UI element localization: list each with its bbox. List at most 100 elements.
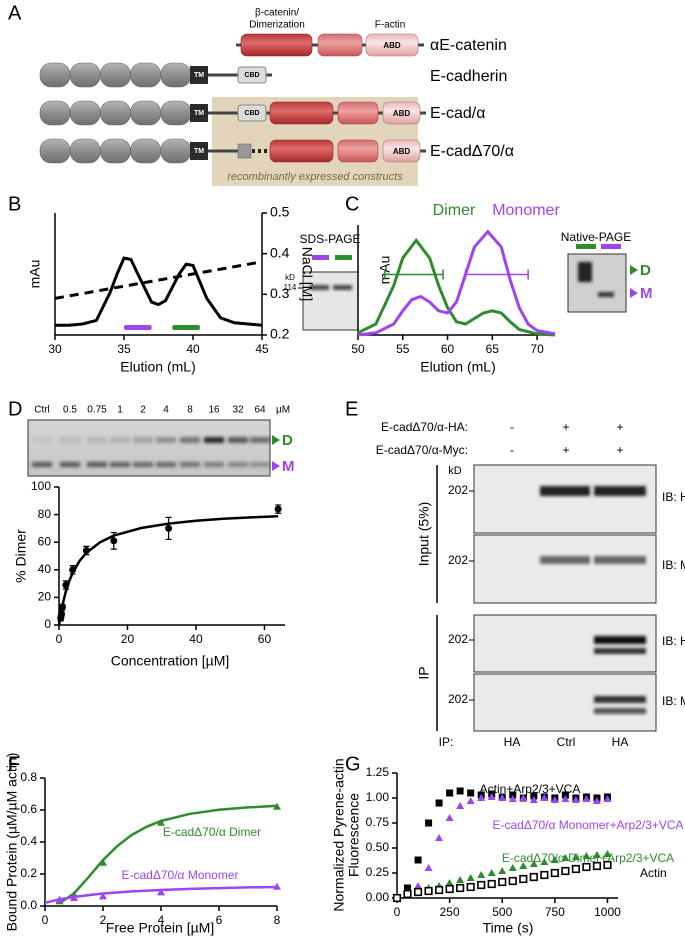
x-tick-label: 250 [440,905,460,919]
point [466,797,475,804]
abd-domain [365,33,419,57]
point [434,885,444,895]
band [60,437,80,443]
x-tick-label: 55 [396,342,410,356]
band [110,437,130,443]
point [404,884,412,892]
annotation: F-actin [375,20,406,31]
tm-domain [190,66,208,84]
lane-marker [601,244,621,249]
y-axis-label: Bound Protein (µM/µM actin) [4,753,20,932]
point [413,887,423,897]
point [445,884,454,894]
y2-tick-label: 0.5 [270,204,290,220]
series-label: Monomer [492,202,560,219]
x-tick-label: 35 [117,342,131,356]
lane-label: 1 [117,405,123,416]
ectodomain [69,100,101,126]
point [582,852,591,859]
domain-text: TM [194,110,204,117]
x-tick-label: 8 [274,913,281,927]
point [498,867,507,874]
point [571,853,580,860]
point [99,892,107,900]
x-tick-label: 0 [56,632,63,646]
middle-domain [317,33,363,57]
cbd-domain [237,66,267,84]
point [424,864,433,871]
ectodomain [39,138,71,164]
range-bar [464,269,529,280]
band [156,437,176,443]
point [508,795,517,802]
truncated-domain [237,143,252,159]
series-label: Actin+Arp2/3+VCA [480,782,581,796]
y-tick-label: 60 [38,534,52,548]
gel-title: SDS-PAGE [299,232,360,246]
x-tick-label: 50 [351,342,365,356]
dimerization-domain [240,33,313,57]
abd-domain [382,139,421,163]
y-tick-label: 0.4 [20,834,37,848]
point [540,870,549,880]
panel-label: B [8,193,21,215]
point [435,834,444,841]
domain-text: CBD [244,110,259,117]
point [550,868,559,878]
ectodomain [130,100,161,126]
point [425,819,433,827]
lane-label: 16 [208,405,220,416]
point [55,895,64,903]
point [550,856,559,863]
point [403,889,412,899]
panel-label: C [345,193,359,215]
series-label: E-cadΔ70/α Monomer [122,868,239,882]
x-tick-label: 1000 [594,905,621,919]
fraction-bar [172,325,200,330]
point [603,860,612,870]
band-label: D [640,262,651,279]
x-axis-label: Free Protein [µM] [106,920,214,936]
y-tick-label: 0.50 [366,840,390,854]
gel-title: Native-PAGE [561,230,631,244]
point [456,876,465,883]
blot [473,464,657,534]
point [592,861,602,871]
ip-lane: HA [612,735,629,749]
band [250,462,270,467]
band [133,437,153,443]
section-label: IP [416,666,432,679]
x-tick-label: 65 [486,342,500,356]
point [477,871,486,878]
point [456,787,464,795]
ectodomain [39,100,71,126]
point [477,880,486,890]
point [273,882,281,890]
point [62,581,70,589]
ectodomain [160,100,192,126]
domain-text: TM [194,148,204,155]
lane-label: 64 [254,405,266,416]
band-pointer [630,265,638,275]
point [592,797,601,804]
lane-sign: + [616,443,623,457]
blot-label: IB: Myc [662,694,685,708]
ip-label: IP: [439,735,454,749]
y-tick-label: 40 [38,562,52,576]
native-gel: Native-PAGE D M [561,230,653,313]
point [157,888,165,896]
dimerization-domain [269,101,334,125]
y2-tick-label: 0.4 [270,244,290,260]
point [487,869,496,876]
band [594,648,646,654]
x-tick-label: 70 [530,342,544,356]
panel-label: E [345,398,358,420]
band-label: M [282,458,295,475]
band [32,437,52,443]
lane-sign: + [562,443,569,457]
y-tick-label: 0.2 [20,866,37,880]
point [274,505,282,513]
panel-label: G [345,753,361,775]
